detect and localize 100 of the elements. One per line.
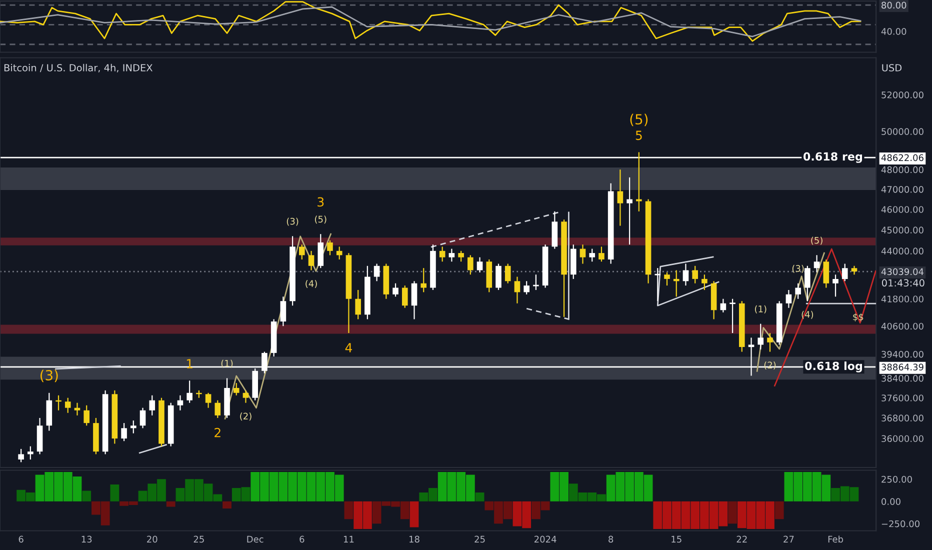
candlestick bbox=[214, 400, 221, 418]
candlestick bbox=[728, 298, 736, 334]
x-tick-label: 15 bbox=[672, 536, 682, 543]
candlestick bbox=[795, 282, 801, 300]
x-tick-label: 6 bbox=[300, 536, 304, 543]
y-tick-label: 46000.00 bbox=[881, 206, 924, 213]
x-tick-label: 25 bbox=[194, 536, 204, 543]
y-tick-label: 44000.00 bbox=[881, 248, 924, 254]
candlestick bbox=[327, 240, 333, 256]
candlestick bbox=[374, 263, 380, 282]
candlestick bbox=[758, 323, 764, 350]
y-tick-label: 48000.00 bbox=[881, 166, 924, 174]
y-tick-label: 37600.00 bbox=[882, 394, 924, 402]
candlestick bbox=[458, 250, 464, 262]
candlestick bbox=[130, 420, 136, 434]
candlestick bbox=[402, 284, 408, 308]
y-tick-label: 36800.00 bbox=[882, 414, 924, 422]
bar bbox=[475, 492, 484, 502]
ref-line-label: 0.618 log bbox=[805, 362, 862, 372]
bar bbox=[410, 501, 419, 528]
candlestick bbox=[814, 254, 820, 273]
annotation: (5) bbox=[811, 236, 822, 245]
candlestick bbox=[636, 152, 642, 212]
candlestick bbox=[598, 246, 604, 262]
candlestick bbox=[121, 422, 127, 442]
x-tick-label: 18 bbox=[409, 536, 420, 543]
bar bbox=[344, 501, 354, 520]
candlestick bbox=[299, 244, 305, 260]
candlestick bbox=[448, 248, 455, 262]
y-tick-label: 38400.00 bbox=[882, 374, 924, 382]
bar bbox=[110, 484, 120, 502]
candlestick bbox=[767, 332, 773, 352]
candlestick bbox=[177, 394, 184, 411]
candlestick bbox=[626, 176, 632, 246]
y-tick-label: 0.00 bbox=[882, 498, 900, 505]
candlestick bbox=[336, 246, 342, 260]
candlestick bbox=[149, 394, 156, 416]
x-tick-label: 22 bbox=[736, 536, 747, 542]
y-tick-label: 52000.00 bbox=[882, 91, 924, 98]
line-series bbox=[656, 256, 720, 306]
y-tick-label: −250.00 bbox=[882, 520, 920, 528]
annotation: 4 bbox=[345, 343, 352, 352]
y-tick-label: 80.00 bbox=[882, 2, 906, 9]
candlestick bbox=[308, 250, 314, 271]
x-tick-label: 2024 bbox=[534, 536, 556, 543]
candlestick bbox=[420, 268, 427, 293]
text: Bitcoin / U.S. Dollar, 4h, INDEX bbox=[4, 64, 152, 72]
candlestick bbox=[392, 282, 398, 298]
x-tick-label: 13 bbox=[82, 536, 92, 543]
annotation: (3) bbox=[286, 218, 298, 226]
candlestick bbox=[786, 289, 792, 308]
candlestick bbox=[64, 397, 71, 414]
candlestick bbox=[74, 402, 80, 416]
annotation: (1) bbox=[221, 360, 233, 368]
candlestick bbox=[476, 256, 483, 273]
candlestick bbox=[617, 169, 624, 226]
candlestick bbox=[318, 234, 324, 269]
candlestick bbox=[524, 280, 530, 295]
annotation: (3) bbox=[792, 264, 804, 273]
y-tick-label: 40600.00 bbox=[881, 322, 924, 330]
candlestick bbox=[242, 390, 249, 404]
bar bbox=[82, 490, 92, 502]
candlestick bbox=[823, 258, 830, 288]
annotation: (4) bbox=[306, 280, 317, 288]
candlestick bbox=[205, 392, 212, 408]
candlestick bbox=[673, 270, 680, 298]
annotation: 2 bbox=[214, 428, 220, 438]
text: 01:43:40 bbox=[882, 279, 924, 287]
annotation: (3) bbox=[40, 370, 58, 382]
candlestick bbox=[84, 404, 90, 426]
candlestick bbox=[18, 448, 24, 463]
candlestick bbox=[842, 263, 848, 282]
candlestick bbox=[439, 246, 446, 262]
annotation: (1) bbox=[755, 305, 766, 314]
candlestick bbox=[804, 265, 810, 302]
x-tick-label: 25 bbox=[474, 536, 485, 543]
annotation: 5 bbox=[636, 130, 642, 140]
y-tick-label: 48622.06 bbox=[881, 154, 924, 162]
annotation: 3 bbox=[318, 197, 324, 207]
candlestick bbox=[504, 263, 511, 284]
candlestick bbox=[654, 268, 662, 302]
candlestick bbox=[692, 265, 698, 284]
x-tick-label: Feb bbox=[828, 536, 844, 543]
candlestick bbox=[682, 263, 689, 286]
candlestick bbox=[186, 380, 192, 404]
y-tick-label: 40.00 bbox=[881, 28, 906, 35]
y-tick-label: 250.00 bbox=[882, 476, 912, 483]
x-tick-label: 8 bbox=[608, 536, 614, 543]
candlestick bbox=[233, 382, 240, 396]
y-tick-label: 39400.00 bbox=[882, 350, 924, 358]
bar bbox=[728, 501, 737, 524]
y-tick-label: 36000.00 bbox=[882, 435, 924, 442]
candlestick bbox=[355, 289, 361, 320]
candlestick bbox=[720, 298, 726, 313]
candlestick bbox=[280, 296, 286, 327]
x-tick-label: Dec bbox=[247, 536, 264, 543]
candlestick bbox=[514, 276, 520, 304]
x-tick-label: 20 bbox=[147, 536, 158, 543]
y-tick-label: 41800.00 bbox=[881, 296, 924, 302]
candlestick bbox=[28, 446, 34, 460]
